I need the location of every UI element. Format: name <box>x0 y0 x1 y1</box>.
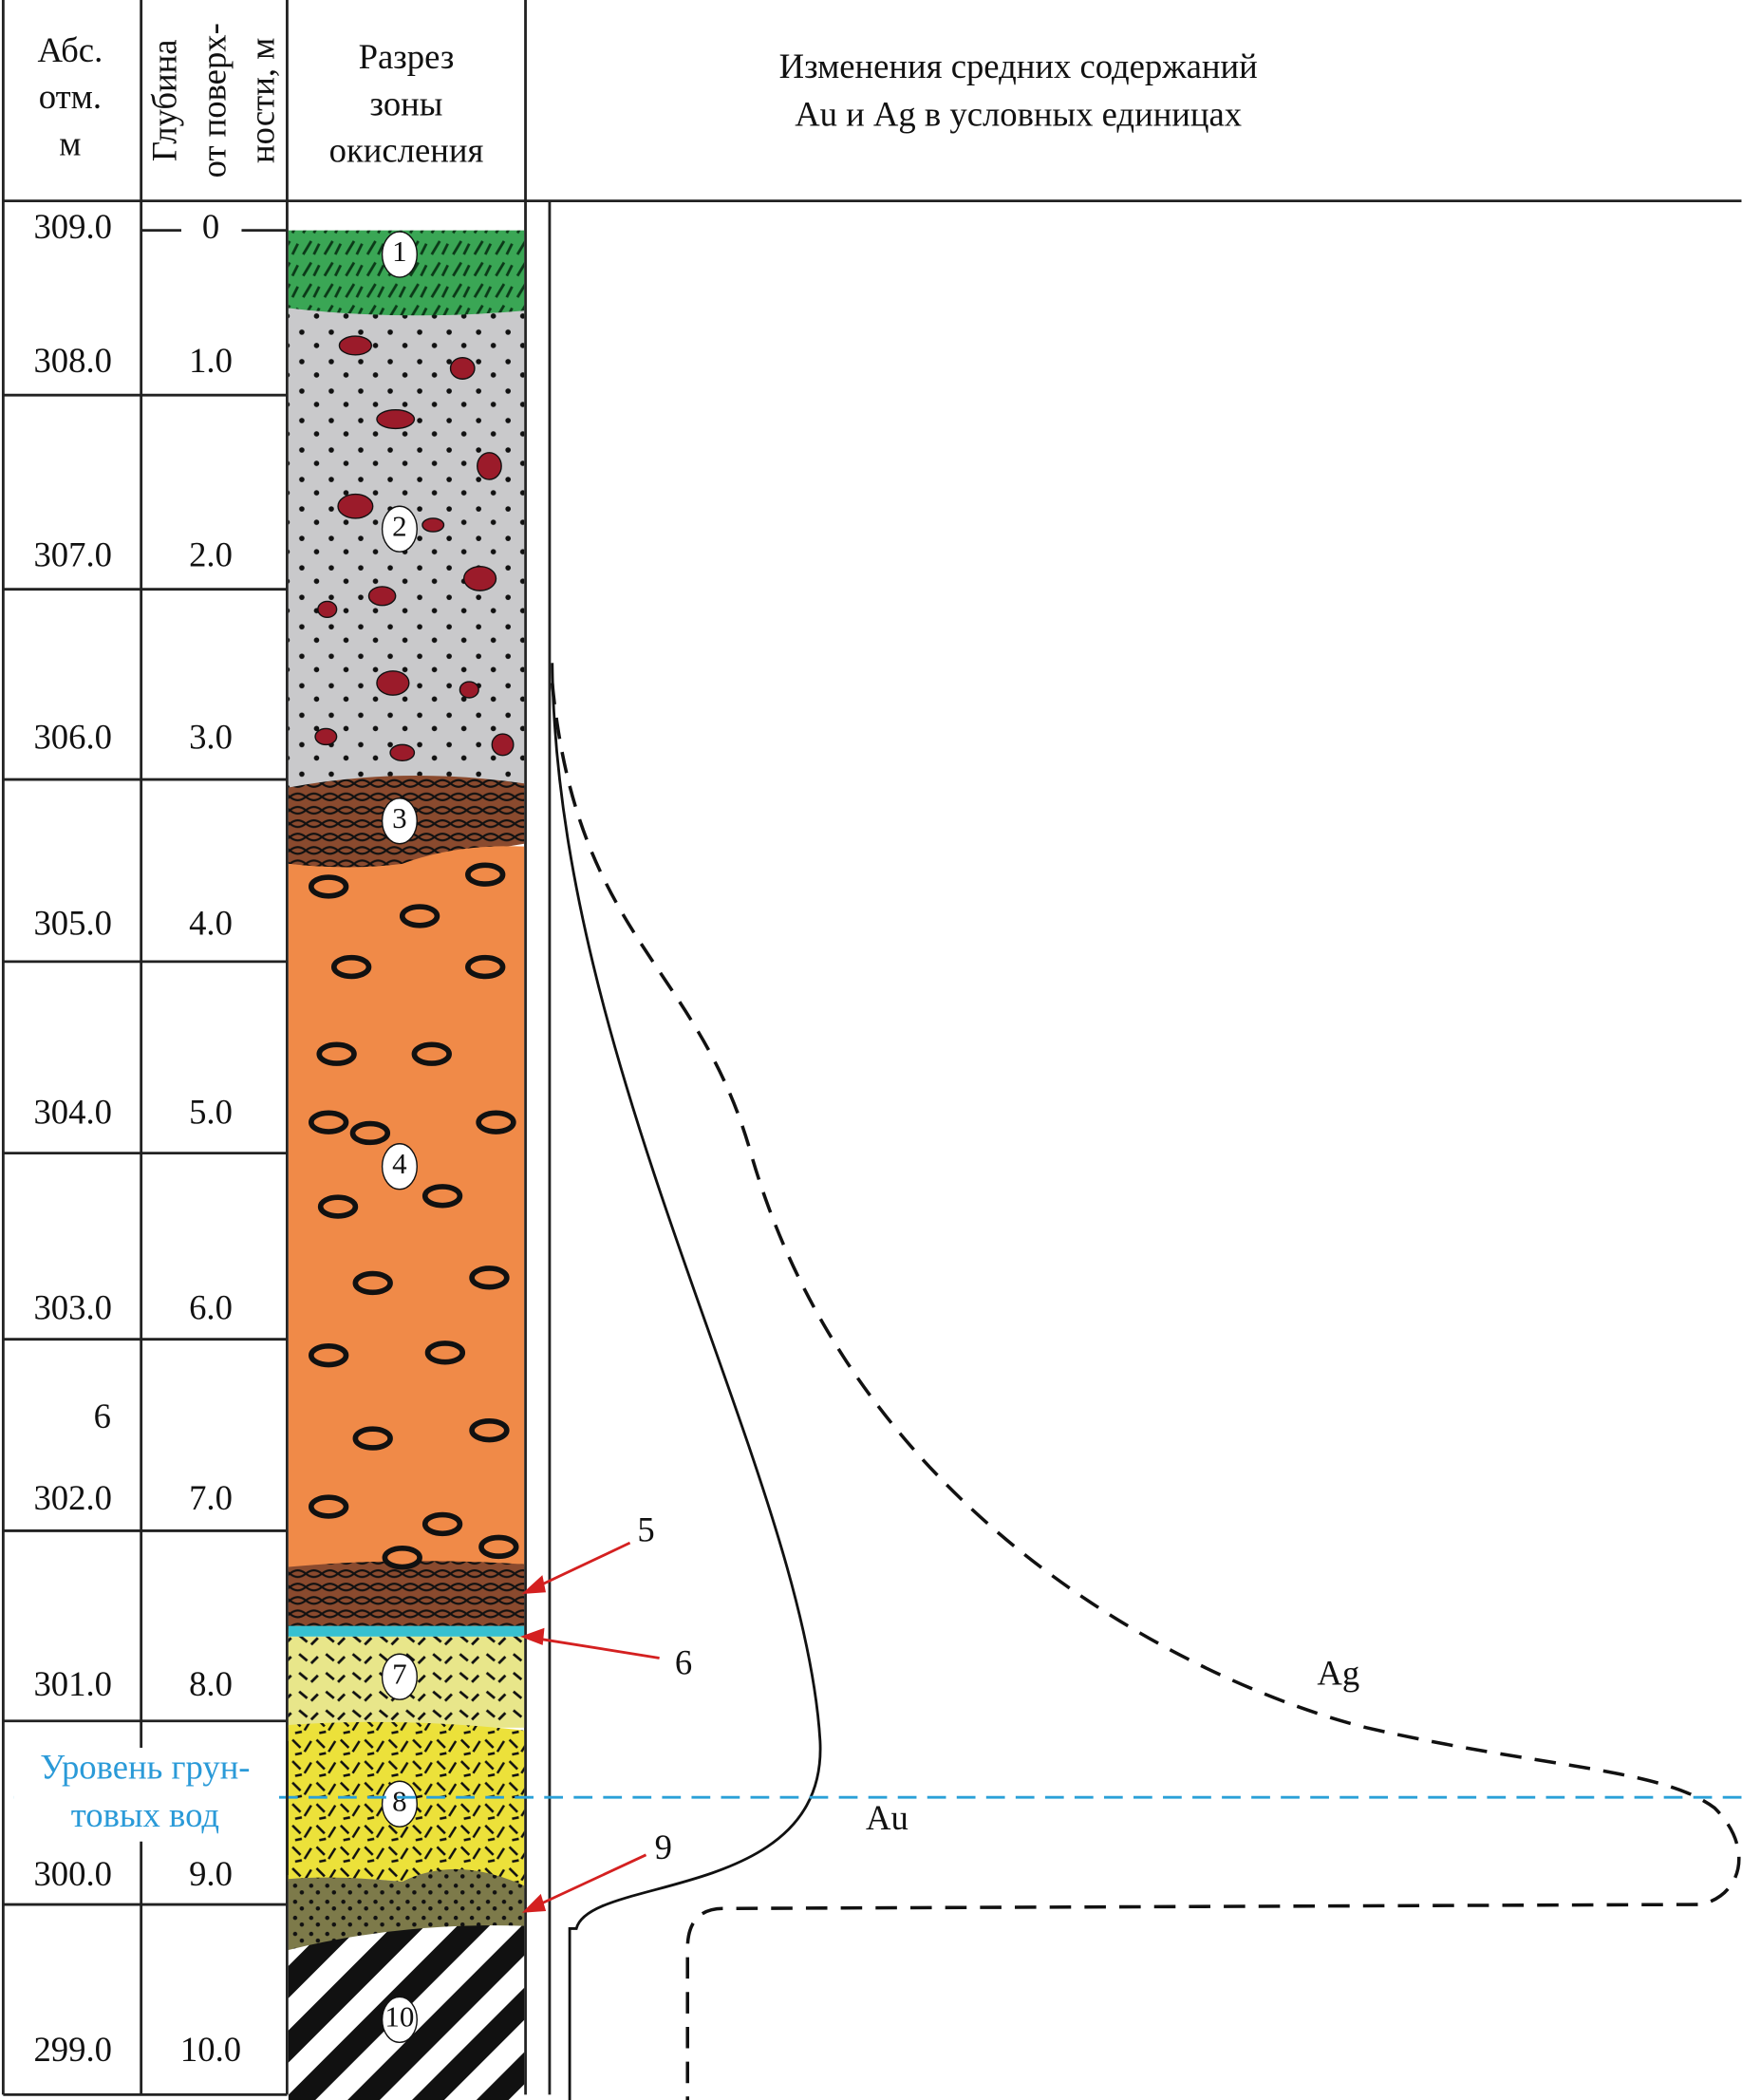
layer-badge <box>381 231 418 278</box>
elevation-label: 301.0 <box>33 1664 111 1703</box>
header-text: ности, м <box>242 38 281 163</box>
groundwater-label: Уровень грун- <box>40 1747 250 1786</box>
header-text: Au и Ag в условных единицах <box>795 95 1242 134</box>
groundwater-label: товых вод <box>71 1795 219 1834</box>
elevation-label: 305.0 <box>33 904 111 943</box>
header-text: Разрез <box>359 37 455 76</box>
elevation-label: 300.0 <box>33 1854 111 1893</box>
layer-badge <box>381 1653 418 1700</box>
layer-number: 7 <box>392 1657 407 1690</box>
label-bg <box>13 1747 275 1842</box>
layer-number: 10 <box>384 1999 414 2033</box>
header-text: Изменения средних содержаний <box>779 47 1258 85</box>
elevation-label: 306.0 <box>33 718 111 757</box>
header: Абс. отм. м Глубина от поверх- ности, м … <box>38 23 1258 178</box>
depth-label: 8.0 <box>189 1664 233 1703</box>
elevation-label: 309.0 <box>33 207 111 246</box>
elevation-label: 307.0 <box>33 535 111 574</box>
depth-label: 4.0 <box>189 904 233 943</box>
elevation-label: 302.0 <box>33 1478 111 1517</box>
layer-callout: 5 <box>637 1510 654 1549</box>
stray-label: 6 <box>94 1397 111 1435</box>
layer-number: 8 <box>392 1784 407 1817</box>
layer-badge <box>381 505 418 553</box>
row-labels: 309.0 0 308.0 1.0 307.0 2.0 306.0 3.0 305.0 4.0 30… <box>33 207 241 2069</box>
elevation-label: 303.0 <box>33 1288 111 1327</box>
layer-number: 3 <box>392 801 407 834</box>
layer-number: 4 <box>392 1147 407 1180</box>
layer-badge <box>381 1996 418 2044</box>
depth-label: 6.0 <box>189 1288 233 1327</box>
ag-curve <box>550 683 1741 2100</box>
depth-label: 3.0 <box>189 718 233 757</box>
header-text: отм. <box>39 77 102 116</box>
layer-number: 1 <box>392 234 407 268</box>
depth-label: 1.0 <box>189 341 233 380</box>
layer-badge <box>381 797 418 845</box>
header-text: окисления <box>329 131 484 170</box>
arrows <box>520 1541 660 1913</box>
row-lines <box>3 393 288 1906</box>
header-text: м <box>59 124 81 163</box>
depth-label: 0 <box>202 207 219 246</box>
layer-badge <box>381 1143 418 1191</box>
layer-badge <box>381 1780 418 1828</box>
au-curve <box>551 663 822 2100</box>
elevation-label: 308.0 <box>33 341 111 380</box>
depth-label: 7.0 <box>189 1478 233 1517</box>
elevation-label: 304.0 <box>33 1093 111 1132</box>
depth-label: 9.0 <box>189 1854 233 1893</box>
depth-label: 5.0 <box>189 1093 233 1132</box>
header-text: от поверх- <box>194 23 233 178</box>
curve-label: Ag <box>1317 1654 1359 1693</box>
layer-number: 2 <box>392 509 407 542</box>
depth-label: 10.0 <box>180 2030 241 2069</box>
header-text: Абс. <box>38 30 103 69</box>
layer-callout: 6 <box>675 1642 692 1681</box>
depth-label: 2.0 <box>189 535 233 574</box>
header-text: Глубина <box>144 39 183 161</box>
elevation-label: 299.0 <box>33 2030 111 2069</box>
header-text: зоны <box>370 84 443 122</box>
layer-callout: 9 <box>655 1828 672 1866</box>
curve-label: Au <box>866 1798 908 1837</box>
layer-markers: 1 2 3 4 7 8 10 <box>381 231 418 2044</box>
